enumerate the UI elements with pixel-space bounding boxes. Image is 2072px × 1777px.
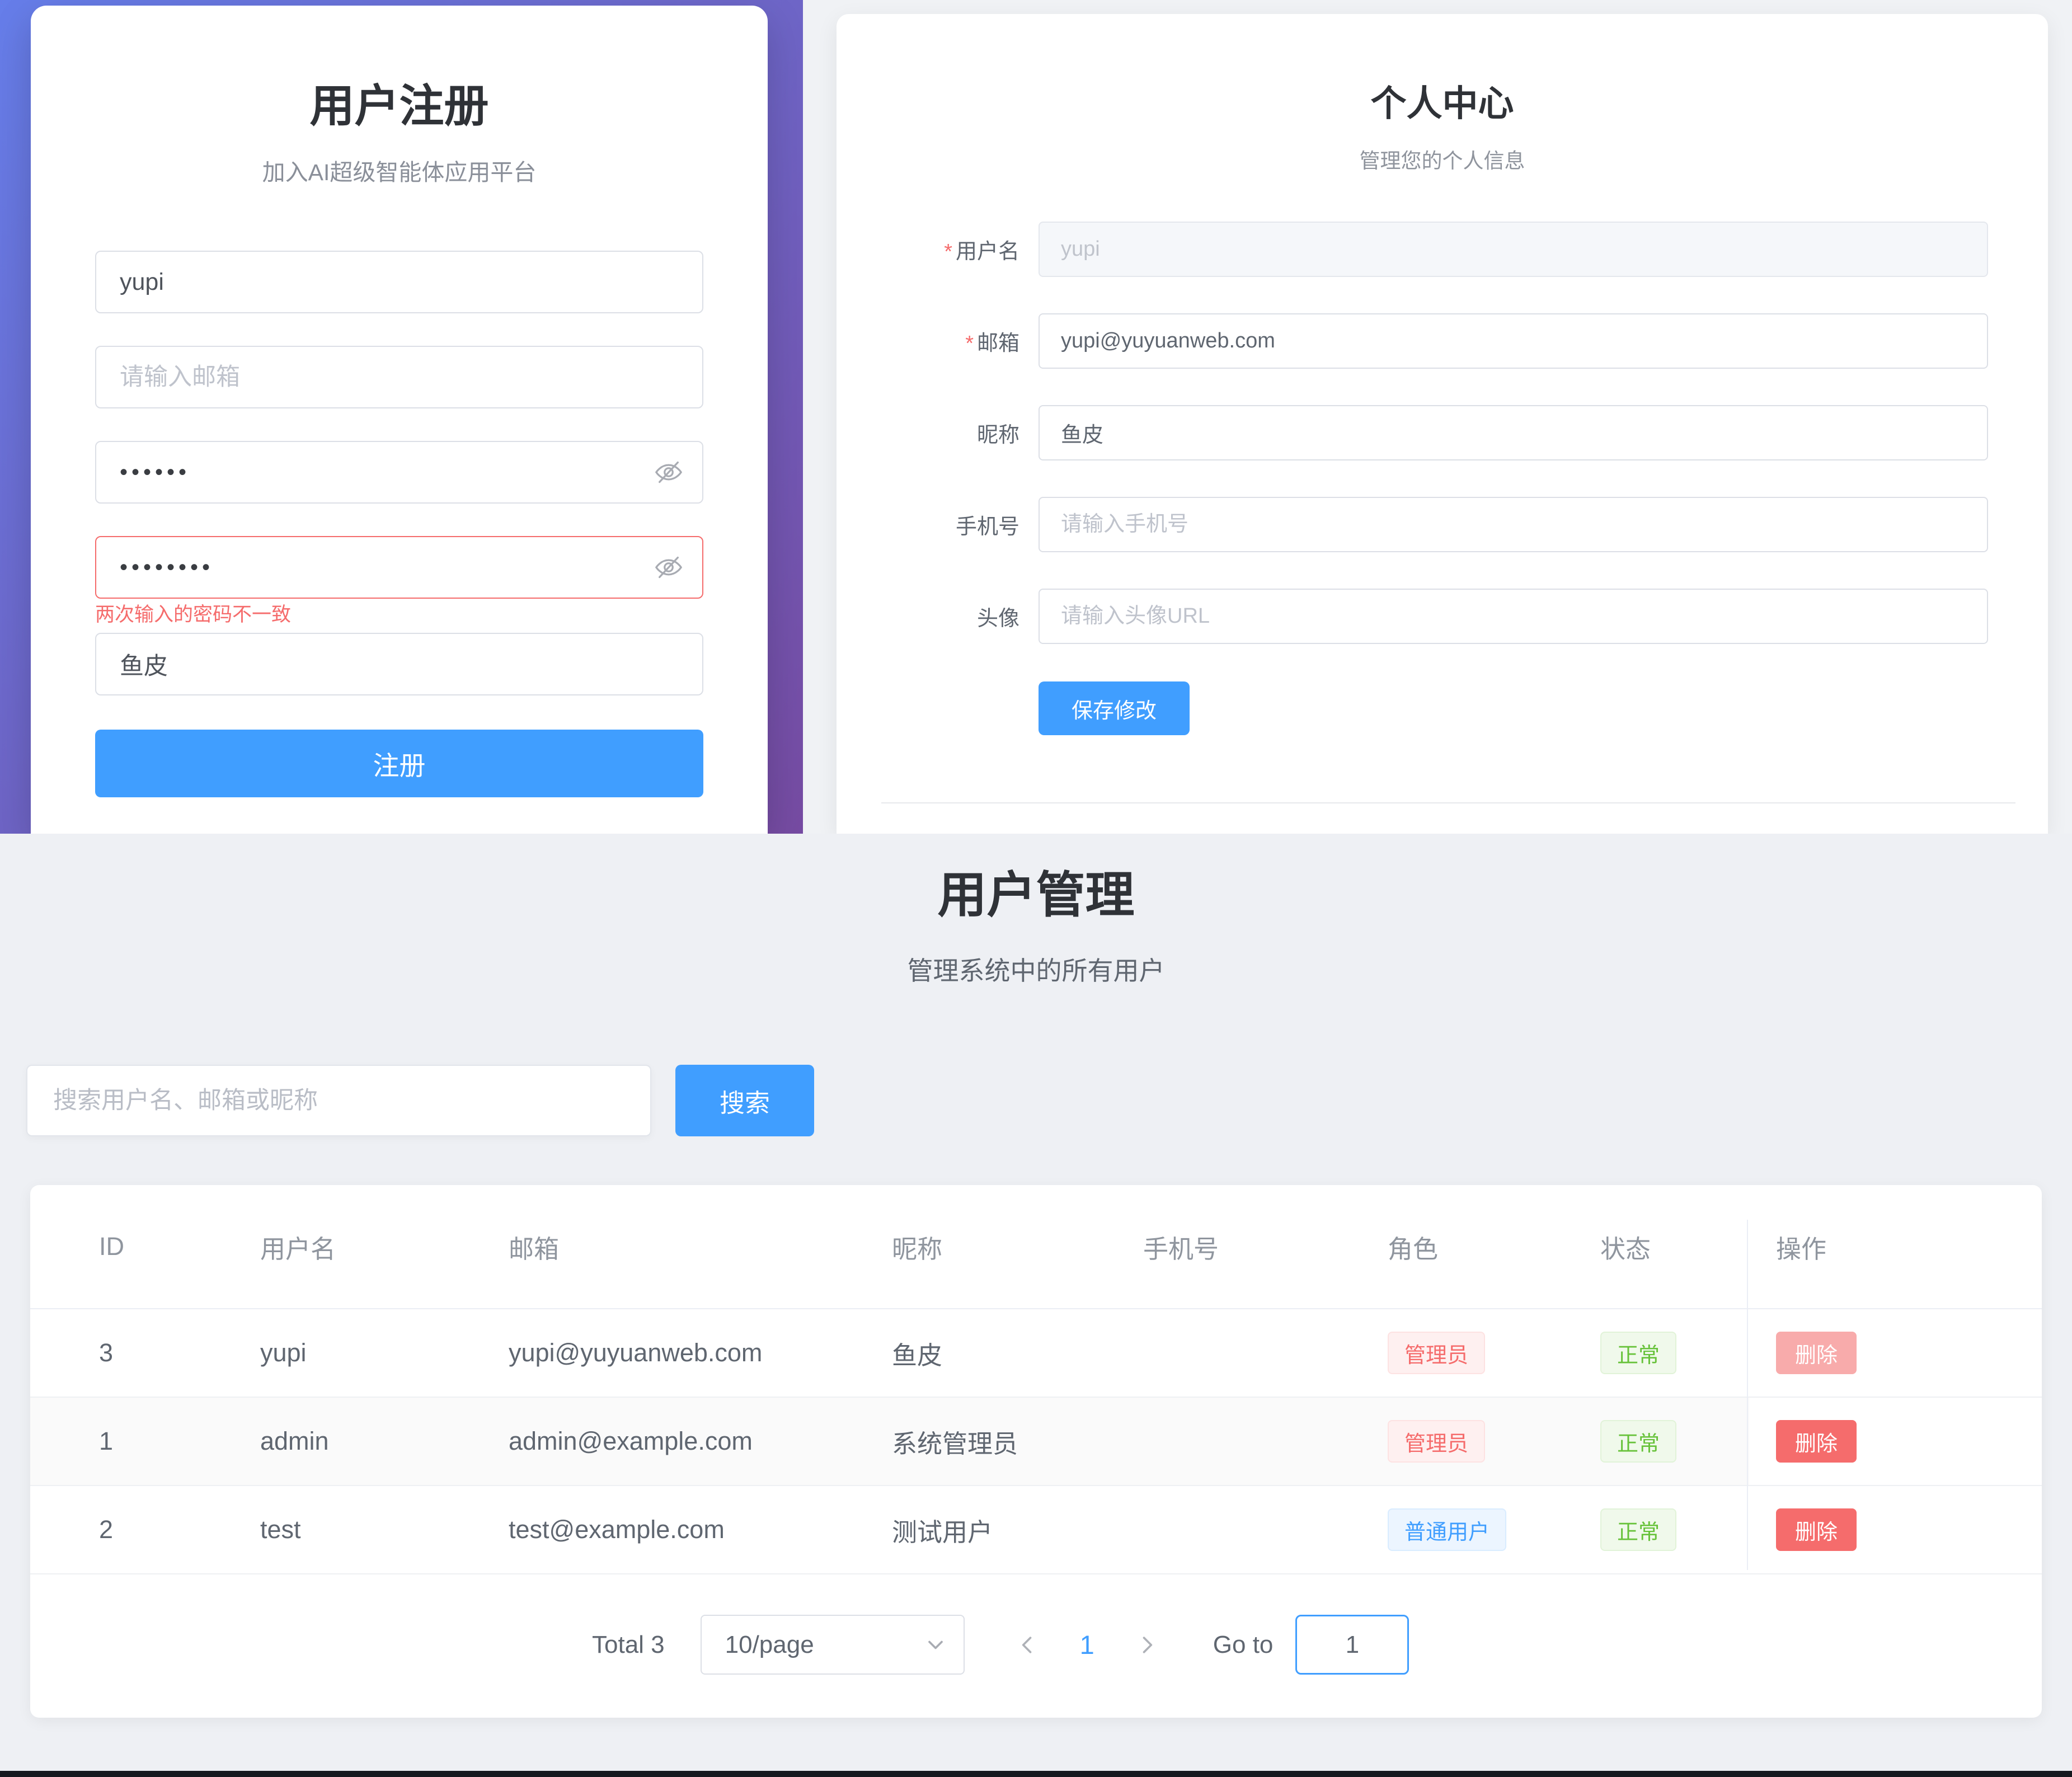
header-nickname: 昵称: [865, 1185, 1116, 1309]
register-password-input[interactable]: [95, 441, 703, 504]
header-status: 状态: [1573, 1185, 1749, 1309]
header-id: ID: [30, 1185, 233, 1309]
cell-id: 1: [30, 1397, 233, 1486]
profile-phone-input[interactable]: [1039, 497, 1988, 552]
register-title: 用户注册: [309, 81, 489, 131]
bottom-edge-bar: [0, 1771, 2072, 1777]
table-row: 2 test test@example.com 测试用户 普通用户 正常 删除: [30, 1485, 2042, 1574]
delete-button[interactable]: 删除: [1776, 1332, 1857, 1374]
table-header-row: ID 用户名 邮箱 昵称 手机号 角色 状态 操作: [30, 1185, 2042, 1309]
cell-email: admin@example.com: [482, 1397, 865, 1486]
username-label: * 用户名: [944, 240, 1019, 264]
cell-nickname: 系统管理员: [865, 1397, 1116, 1486]
pagination-total: Total 3: [592, 1630, 665, 1658]
profile-form: *用户名 *邮箱 昵称 手机号 头像: [837, 222, 2048, 735]
profile-username-input[interactable]: [1039, 222, 1988, 277]
admin-title: 用户管理: [937, 867, 1135, 923]
register-card: 用户注册 加入AI超级智能体应用平台: [31, 6, 768, 834]
user-management-panel: 用户管理 管理系统中的所有用户 搜索 ID 用户名 邮箱 昵称 手机号: [0, 834, 2072, 1777]
table-row: 1 admin admin@example.com 系统管理员 管理员 正常 删…: [30, 1397, 2042, 1486]
register-confirm-password-input[interactable]: [95, 536, 703, 599]
profile-title: 个人中心: [1370, 83, 1514, 124]
cell-phone: [1116, 1397, 1361, 1486]
profile-panel: 个人中心 管理您的个人信息 *用户名 *邮箱 昵称 手机号: [803, 0, 2072, 834]
cell-id: 2: [30, 1485, 233, 1574]
cell-email: yupi@yuyuanweb.com: [482, 1309, 865, 1398]
chevron-down-icon: [928, 1640, 943, 1649]
header-username: 用户名: [233, 1185, 482, 1309]
search-input[interactable]: [26, 1065, 651, 1136]
role-badge: 管理员: [1388, 1332, 1486, 1374]
header-email: 邮箱: [482, 1185, 865, 1309]
avatar-label: 头像: [976, 607, 1019, 631]
status-badge: 正常: [1600, 1332, 1677, 1374]
user-table-card: ID 用户名 邮箱 昵称 手机号 角色 状态 操作 3 yupi yupi@yu: [30, 1185, 2042, 1718]
admin-subtitle: 管理系统中的所有用户: [907, 956, 1165, 985]
cell-id: 3: [30, 1309, 233, 1398]
password-mismatch-error: 两次输入的密码不一致: [95, 604, 292, 626]
delete-button[interactable]: 删除: [1776, 1420, 1857, 1463]
cell-phone: [1116, 1485, 1361, 1574]
status-badge: 正常: [1600, 1420, 1677, 1463]
eye-off-icon[interactable]: [653, 552, 684, 583]
profile-subtitle: 管理您的个人信息: [1359, 149, 1525, 172]
pagination: Total 3 10/page 1 Go to: [592, 1615, 1409, 1675]
header-role: 角色: [1361, 1185, 1573, 1309]
pagination-page-1[interactable]: 1: [1079, 1630, 1094, 1660]
table-row: 3 yupi yupi@yuyuanweb.com 鱼皮 管理员 正常 删除: [30, 1309, 2042, 1398]
search-bar: 搜索: [26, 1065, 814, 1136]
cell-username: admin: [233, 1397, 482, 1486]
divider: [881, 802, 2015, 803]
register-nickname-input[interactable]: [95, 632, 703, 695]
required-asterisk: *: [965, 332, 974, 355]
register-submit-button[interactable]: 注册: [95, 729, 703, 797]
required-asterisk: *: [944, 240, 952, 264]
page-size-value: 10/page: [725, 1630, 814, 1658]
cell-phone: [1116, 1309, 1361, 1398]
register-username-input[interactable]: [95, 251, 703, 313]
cell-username: yupi: [233, 1309, 482, 1398]
profile-card: 个人中心 管理您的个人信息 *用户名 *邮箱 昵称 手机号: [837, 14, 2048, 834]
register-subtitle: 加入AI超级智能体应用平台: [262, 159, 537, 185]
eye-off-icon[interactable]: [653, 457, 684, 488]
page-size-select[interactable]: 10/page: [700, 1615, 965, 1675]
user-table: ID 用户名 邮箱 昵称 手机号 角色 状态 操作 3 yupi yupi@yu: [30, 1185, 2042, 1574]
goto-label: Go to: [1213, 1630, 1274, 1658]
register-email-input[interactable]: [95, 346, 703, 408]
chevron-right-icon[interactable]: [1135, 1633, 1159, 1657]
profile-email-input[interactable]: [1039, 313, 1988, 369]
cell-nickname: 鱼皮: [865, 1309, 1116, 1398]
email-label: * 邮箱: [965, 332, 1019, 355]
chevron-left-icon[interactable]: [1015, 1633, 1040, 1657]
cell-email: test@example.com: [482, 1485, 865, 1574]
profile-nickname-input[interactable]: [1039, 405, 1988, 460]
nickname-label: 昵称: [976, 424, 1019, 447]
search-button[interactable]: 搜索: [675, 1065, 814, 1136]
fixed-column-divider: [1747, 1220, 1748, 1570]
cell-username: test: [233, 1485, 482, 1574]
role-badge: 管理员: [1388, 1420, 1486, 1463]
cell-nickname: 测试用户: [865, 1485, 1116, 1574]
delete-button[interactable]: 删除: [1776, 1508, 1857, 1551]
header-actions: 操作: [1749, 1185, 2042, 1309]
phone-label: 手机号: [955, 515, 1019, 539]
save-changes-button[interactable]: 保存修改: [1039, 681, 1190, 735]
profile-avatar-input[interactable]: [1039, 589, 1988, 644]
role-badge: 普通用户: [1388, 1508, 1507, 1551]
register-panel: 用户注册 加入AI超级智能体应用平台: [0, 0, 803, 834]
goto-page-input[interactable]: [1295, 1615, 1409, 1675]
header-phone: 手机号: [1116, 1185, 1361, 1309]
status-badge: 正常: [1600, 1508, 1677, 1551]
